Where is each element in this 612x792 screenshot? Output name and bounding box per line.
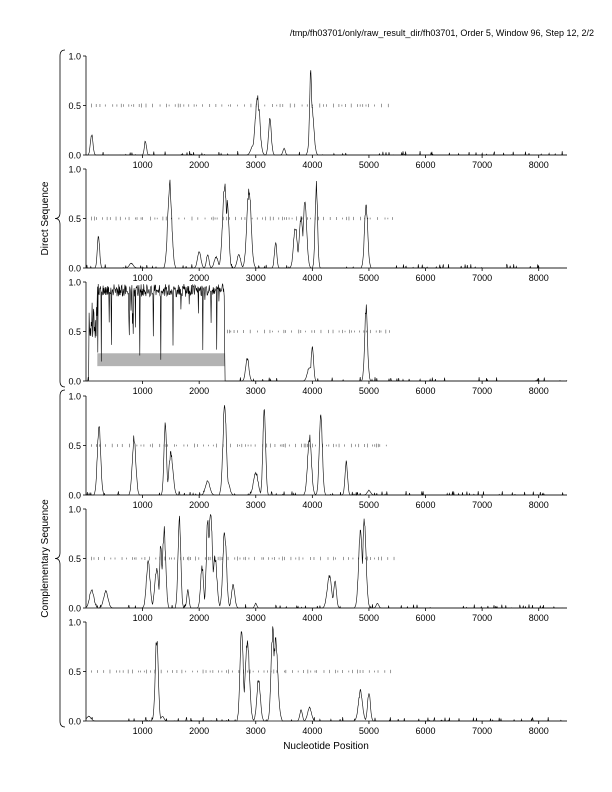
x-tick-label: 5000	[359, 726, 379, 736]
x-tick-label: 8000	[529, 160, 549, 170]
y-tick-label: 1.0	[68, 505, 81, 515]
y-tick-label: 0.0	[68, 264, 81, 274]
x-tick-label: 6000	[416, 386, 436, 396]
x-tick-label: 1000	[133, 273, 153, 283]
x-tick-label: 2000	[189, 160, 209, 170]
x-tick-label: 1000	[133, 726, 153, 736]
y-tick-label: 0.5	[68, 441, 81, 451]
x-tick-label: 5000	[359, 160, 379, 170]
group-1: Direct Sequence	[40, 49, 66, 388]
series-line	[85, 514, 567, 609]
midline-ticks	[91, 216, 393, 221]
x-tick-label: 4000	[302, 613, 322, 623]
x-tick-label: 8000	[529, 726, 549, 736]
highlight-band	[97, 353, 225, 367]
x-tick-label: 7000	[472, 613, 492, 623]
y-tick-label: 0.0	[68, 491, 81, 501]
x-tick-label: 6000	[416, 500, 436, 510]
y-tick-label: 1.0	[68, 165, 81, 175]
x-tick-label: 3000	[246, 273, 266, 283]
series-line	[86, 405, 567, 497]
y-tick-label: 1.0	[68, 392, 81, 402]
y-tick-label: 1.0	[68, 278, 81, 288]
x-tick-label: 8000	[529, 500, 549, 510]
group-label: Complementary Sequence	[40, 499, 51, 618]
midline-ticks	[91, 669, 392, 674]
x-tick-label: 8000	[529, 613, 549, 623]
y-tick-label: 0.0	[68, 151, 81, 161]
x-axis-label: Nucleotide Position	[283, 741, 369, 752]
x-tick-label: 1000	[133, 160, 153, 170]
x-tick-label: 5000	[359, 613, 379, 623]
chart-header: /tmp/fh03701/only/raw_result_dir/fh03701…	[289, 28, 594, 38]
midline-ticks	[227, 329, 391, 334]
y-tick-label: 1.0	[68, 52, 81, 62]
x-tick-label: 7000	[472, 273, 492, 283]
series-line	[85, 626, 567, 723]
x-tick-label: 4000	[302, 273, 322, 283]
panel-1: 0.0 0.5 1.0 1000 2000 3000 4000 5000 6000 7000 800…	[68, 52, 567, 170]
x-tick-label: 2000	[189, 613, 209, 623]
x-tick-label: 6000	[416, 160, 436, 170]
x-tick-label: 2000	[189, 386, 209, 396]
x-tick-label: 2000	[189, 500, 209, 510]
x-tick-label: 2000	[189, 726, 209, 736]
x-tick-label: 3000	[246, 386, 266, 396]
x-tick-label: 4000	[302, 386, 322, 396]
midline-ticks	[91, 556, 395, 561]
x-tick-label: 1000	[133, 613, 153, 623]
x-tick-label: 7000	[472, 726, 492, 736]
group-2: Complementary Sequence	[40, 389, 66, 728]
x-tick-label: 7000	[472, 386, 492, 396]
x-tick-label: 6000	[416, 273, 436, 283]
x-tick-label: 4000	[302, 160, 322, 170]
x-tick-label: 2000	[189, 273, 209, 283]
panels-layer: 0.0 0.5 1.0 1000 2000 3000 4000 5000 6000 7000 800…	[68, 52, 568, 736]
x-tick-label: 6000	[416, 726, 436, 736]
y-tick-label: 0.5	[68, 554, 81, 564]
panel-6: 0.0 0.5 1.0 1000 2000 3000 4000 5000 6000 7000 800…	[68, 618, 567, 736]
groups-layer: Direct Sequence Complementary Sequence	[40, 49, 66, 728]
x-tick-label: 5000	[359, 500, 379, 510]
group-label: Direct Sequence	[40, 181, 51, 255]
panel-3: 0.0 0.5 1.0 1000 2000 3000 4000 5000 6000 7000 800…	[68, 278, 568, 396]
x-tick-label: 6000	[416, 613, 436, 623]
x-tick-label: 7000	[472, 160, 492, 170]
y-tick-label: 1.0	[68, 618, 81, 628]
x-tick-label: 3000	[246, 160, 266, 170]
x-tick-label: 3000	[246, 500, 266, 510]
x-tick-label: 4000	[302, 500, 322, 510]
panel-4: 0.0 0.5 1.0 1000 2000 3000 4000 5000 6000 7000 800…	[68, 392, 567, 510]
series-line	[86, 179, 567, 270]
x-tick-label: 8000	[529, 273, 549, 283]
x-tick-label: 3000	[246, 613, 266, 623]
x-tick-label: 7000	[472, 500, 492, 510]
series-line	[86, 70, 567, 156]
group-brace	[54, 49, 66, 388]
x-tick-label: 5000	[359, 273, 379, 283]
midline-ticks	[91, 443, 387, 448]
group-brace	[54, 389, 66, 728]
series-line	[86, 283, 568, 382]
panel-5: 0.0 0.5 1.0 1000 2000 3000 4000 5000 6000 7000 800…	[68, 505, 567, 623]
x-tick-label: 3000	[246, 726, 266, 736]
x-tick-label: 5000	[359, 386, 379, 396]
x-tick-label: 8000	[529, 386, 549, 396]
midline-ticks	[91, 103, 389, 108]
y-tick-label: 0.5	[68, 667, 81, 677]
y-tick-label: 0.0	[68, 604, 81, 614]
y-tick-label: 0.5	[68, 214, 81, 224]
panel-2: 0.0 0.5 1.0 1000 2000 3000 4000 5000 6000 7000 800…	[68, 165, 567, 283]
x-tick-label: 1000	[133, 500, 153, 510]
y-tick-label: 0.5	[68, 101, 81, 111]
x-tick-label: 1000	[133, 386, 153, 396]
y-tick-label: 0.0	[68, 717, 81, 727]
y-tick-label: 0.5	[68, 327, 81, 337]
x-tick-label: 4000	[302, 726, 322, 736]
y-tick-label: 0.0	[68, 377, 81, 387]
